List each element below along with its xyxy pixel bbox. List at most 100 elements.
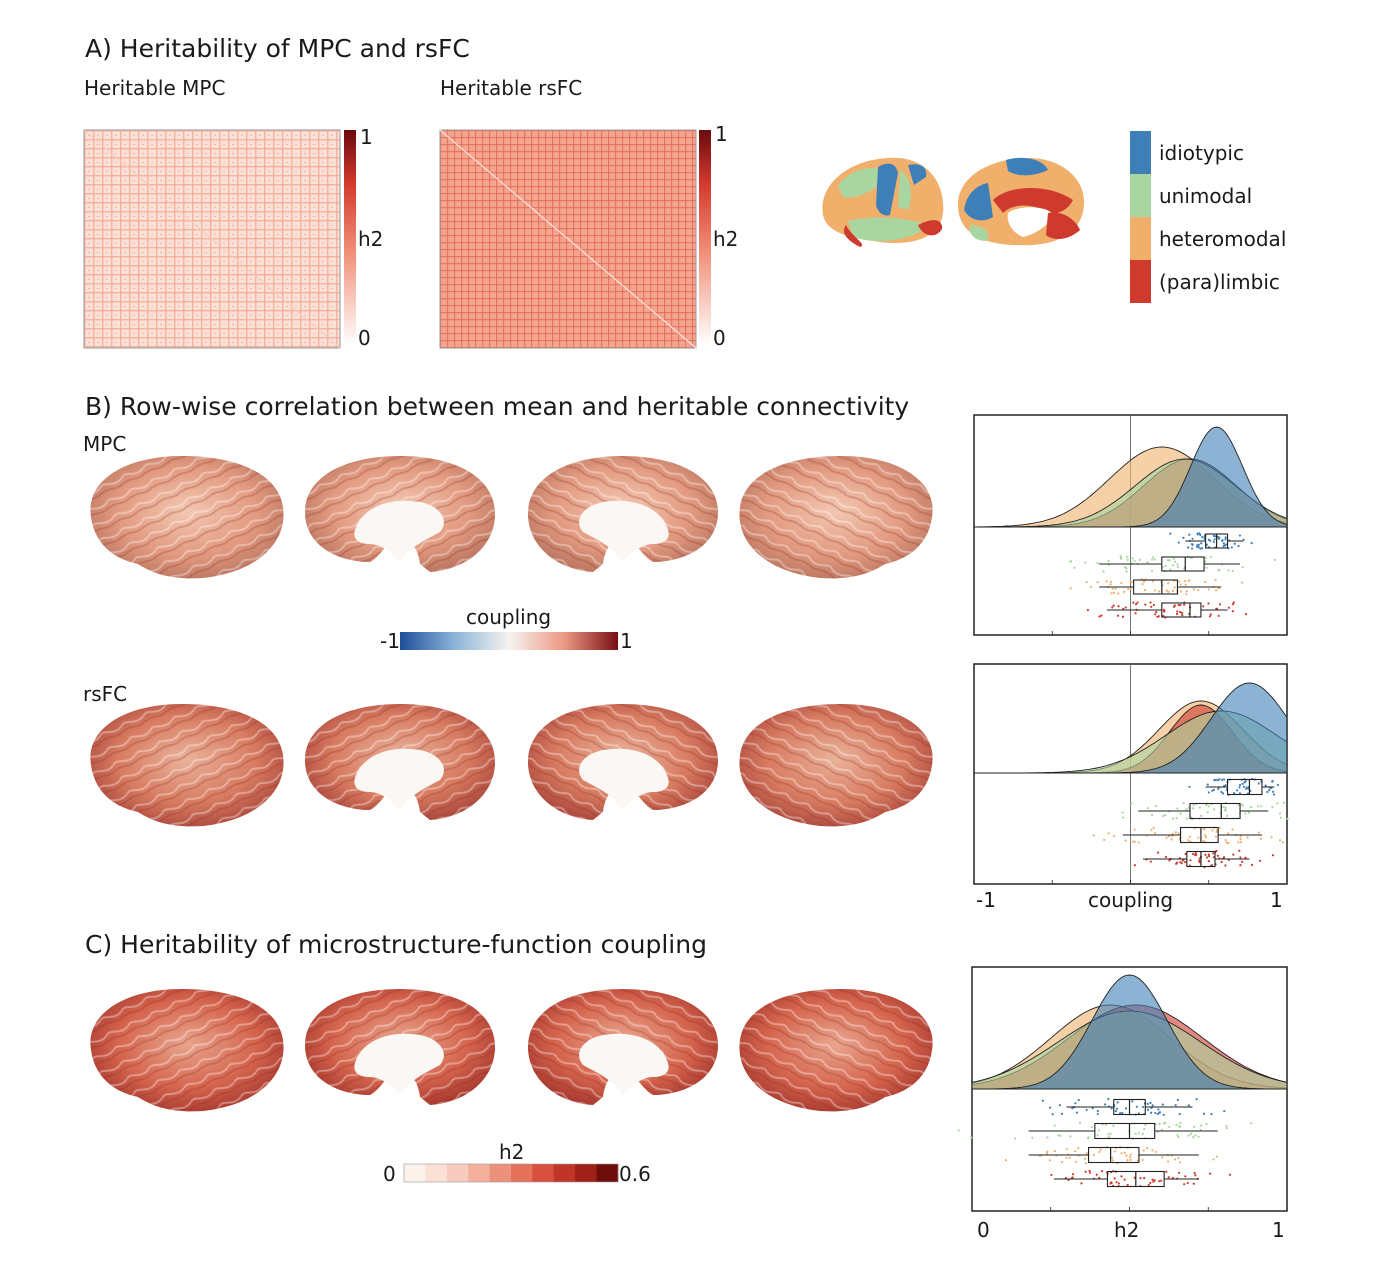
data-point xyxy=(1125,567,1128,570)
data-point xyxy=(1217,614,1220,617)
data-point xyxy=(1182,801,1185,805)
data-point xyxy=(1237,803,1240,806)
data-point xyxy=(1177,604,1180,607)
data-point xyxy=(1092,834,1095,837)
data-point xyxy=(1206,783,1209,786)
data-point xyxy=(1209,613,1212,616)
data-point xyxy=(1179,1161,1182,1164)
data-point xyxy=(1164,1121,1167,1124)
h2-colorbar-title: h2 xyxy=(499,1140,525,1164)
data-point xyxy=(1189,1132,1193,1135)
box-heteromodal xyxy=(1133,579,1179,595)
data-point xyxy=(1136,1159,1139,1162)
data-point xyxy=(1168,559,1171,562)
data-point xyxy=(1084,561,1087,564)
data-point xyxy=(1099,1148,1102,1151)
data-point xyxy=(1201,547,1204,550)
c-axis-max: 1 xyxy=(1272,1218,1285,1242)
data-point xyxy=(1091,1107,1094,1110)
data-point xyxy=(1257,805,1260,808)
data-point xyxy=(1126,555,1129,558)
data-point xyxy=(1212,852,1215,855)
panel-c-title: C) Heritability of microstructure-functi… xyxy=(85,930,707,959)
data-point xyxy=(1085,1108,1088,1111)
h2-brain-view-1 xyxy=(90,988,284,1112)
data-point xyxy=(1212,540,1215,543)
mpc-matrix-title: Heritable MPC xyxy=(84,76,226,100)
data-point xyxy=(1176,563,1179,566)
data-point xyxy=(1069,560,1072,563)
h2-colorbar-step xyxy=(575,1164,597,1182)
data-point xyxy=(1185,590,1188,593)
data-point xyxy=(1169,568,1172,571)
data-point xyxy=(1125,570,1128,573)
data-point xyxy=(1239,864,1242,867)
data-point xyxy=(1212,1158,1215,1161)
data-point xyxy=(1224,839,1227,842)
data-point xyxy=(1146,806,1149,810)
data-point xyxy=(1114,587,1117,590)
data-point xyxy=(1194,1134,1197,1137)
data-point xyxy=(1061,1161,1064,1164)
data-point xyxy=(1165,836,1168,839)
data-point xyxy=(1069,587,1072,590)
data-point xyxy=(1198,806,1201,809)
data-point xyxy=(1112,1124,1115,1127)
data-point xyxy=(1250,1122,1253,1125)
data-point xyxy=(1241,782,1244,785)
data-point xyxy=(1188,533,1191,536)
data-point xyxy=(1152,603,1155,607)
data-point xyxy=(1271,779,1274,783)
data-point xyxy=(1183,603,1186,606)
data-point xyxy=(1116,1101,1119,1104)
data-point xyxy=(1171,589,1175,592)
data-point xyxy=(1230,546,1233,549)
data-point xyxy=(1113,1177,1116,1180)
data-point xyxy=(1144,603,1147,606)
mpc-heritability-matrix xyxy=(83,129,341,349)
data-point xyxy=(1149,860,1152,863)
data-point xyxy=(1166,1160,1170,1163)
data-point xyxy=(1136,601,1139,604)
data-point xyxy=(1107,1097,1110,1101)
data-point xyxy=(1060,1112,1064,1115)
h2-colorbar-step xyxy=(446,1164,469,1182)
data-point xyxy=(1214,778,1217,782)
data-point xyxy=(1175,612,1179,615)
rsfc-row-label: rsFC xyxy=(83,682,128,706)
data-point xyxy=(1121,816,1125,819)
data-point xyxy=(1214,835,1218,838)
data-point xyxy=(1217,787,1220,791)
data-point xyxy=(1163,610,1166,613)
data-point xyxy=(1178,1112,1181,1116)
data-point xyxy=(1156,851,1160,854)
data-point xyxy=(1249,806,1253,809)
data-point xyxy=(1071,1176,1074,1179)
data-point xyxy=(1143,588,1147,592)
data-point xyxy=(1083,1157,1087,1160)
medial-hemisphere-map xyxy=(958,157,1085,246)
data-point xyxy=(1146,561,1149,564)
coupling-colorbar-title: coupling xyxy=(466,605,552,629)
data-point xyxy=(1120,1152,1123,1155)
h2-brain-view-4 xyxy=(739,988,933,1112)
data-point xyxy=(1204,580,1207,584)
data-point xyxy=(1143,1127,1146,1131)
data-point xyxy=(1176,861,1179,864)
data-point xyxy=(1153,832,1157,835)
data-point xyxy=(1179,610,1182,614)
data-point xyxy=(1146,1147,1149,1150)
data-point xyxy=(1074,1102,1077,1105)
rsfc-heritability-matrix xyxy=(439,129,697,349)
data-point xyxy=(1244,856,1247,859)
data-point xyxy=(1183,1183,1186,1186)
data-point xyxy=(1153,589,1156,592)
mpc-brain-view-4 xyxy=(739,455,933,579)
data-point xyxy=(1109,583,1112,586)
density-idiotypic xyxy=(974,682,1288,774)
data-point xyxy=(1213,538,1216,541)
data-point xyxy=(1176,610,1179,613)
rsfc-colorbar xyxy=(699,130,711,345)
box-unimodal xyxy=(1094,1122,1156,1140)
h2-colorbar-step xyxy=(532,1164,555,1182)
